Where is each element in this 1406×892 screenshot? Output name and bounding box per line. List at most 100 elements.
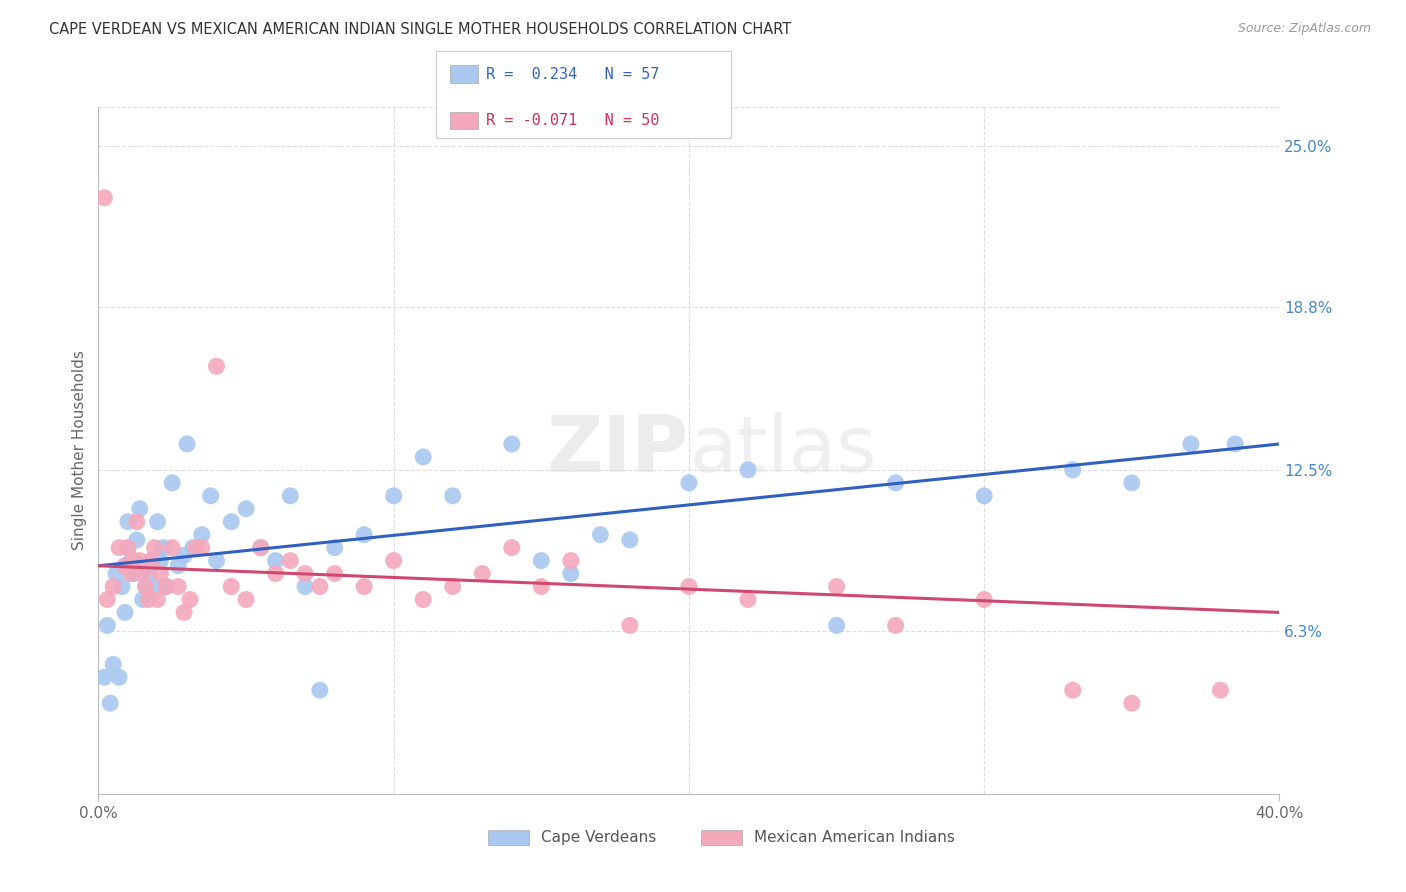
Text: Cape Verdeans: Cape Verdeans — [541, 830, 657, 846]
Point — [143, 580, 166, 594]
Point — [155, 580, 177, 594]
Point — [309, 683, 332, 698]
Point — [264, 566, 287, 581]
Point — [122, 566, 145, 581]
Point — [737, 592, 759, 607]
Point — [589, 527, 612, 541]
Point — [93, 191, 115, 205]
Point — [125, 515, 148, 529]
Text: ZIP: ZIP — [547, 412, 689, 489]
Point — [619, 618, 641, 632]
Point — [108, 541, 131, 555]
Point — [1062, 683, 1084, 698]
Point — [146, 592, 169, 607]
Point — [103, 580, 125, 594]
Point — [1180, 437, 1202, 451]
Point — [167, 580, 190, 594]
Point — [884, 618, 907, 632]
Point — [884, 475, 907, 490]
Point — [149, 553, 172, 567]
Point — [96, 592, 118, 607]
Point — [294, 580, 316, 594]
Point — [973, 592, 995, 607]
Point — [353, 527, 375, 541]
Point — [132, 592, 155, 607]
Point — [235, 592, 257, 607]
Text: atlas: atlas — [689, 412, 876, 489]
Point — [173, 606, 195, 620]
Point — [1062, 463, 1084, 477]
Point — [181, 541, 204, 555]
Point — [155, 580, 177, 594]
Point — [149, 566, 172, 581]
Point — [117, 515, 139, 529]
Point — [825, 618, 848, 632]
Text: R =  0.234   N = 57: R = 0.234 N = 57 — [486, 67, 659, 81]
Point — [619, 533, 641, 547]
Point — [323, 566, 346, 581]
Point — [179, 592, 201, 607]
Point — [530, 580, 553, 594]
Point — [135, 580, 157, 594]
Point — [323, 541, 346, 555]
Point — [309, 580, 332, 594]
Point — [138, 592, 160, 607]
Point — [560, 566, 582, 581]
Point — [678, 475, 700, 490]
Point — [117, 541, 139, 555]
Point — [441, 580, 464, 594]
Point — [1121, 696, 1143, 710]
Point — [141, 553, 163, 567]
Point — [120, 553, 142, 567]
Point — [114, 558, 136, 573]
Point — [105, 566, 128, 581]
Text: R = -0.071   N = 50: R = -0.071 N = 50 — [486, 113, 659, 128]
Text: CAPE VERDEAN VS MEXICAN AMERICAN INDIAN SINGLE MOTHER HOUSEHOLDS CORRELATION CHA: CAPE VERDEAN VS MEXICAN AMERICAN INDIAN … — [49, 22, 792, 37]
Point — [108, 670, 131, 684]
Point — [250, 541, 273, 555]
Point — [737, 463, 759, 477]
Point — [125, 533, 148, 547]
Point — [221, 580, 243, 594]
Point — [111, 580, 134, 594]
Point — [501, 541, 523, 555]
Point — [250, 541, 273, 555]
Point — [98, 696, 121, 710]
Point — [96, 618, 118, 632]
Point — [141, 553, 163, 567]
Point — [176, 437, 198, 451]
Point — [1225, 437, 1247, 451]
Point — [973, 489, 995, 503]
Bar — [488, 830, 530, 846]
Point — [191, 541, 214, 555]
Point — [93, 670, 115, 684]
Point — [167, 558, 190, 573]
Point — [191, 527, 214, 541]
Point — [280, 553, 302, 567]
Point — [560, 553, 582, 567]
Point — [412, 592, 434, 607]
Point — [501, 437, 523, 451]
Point — [132, 566, 155, 581]
Point — [264, 553, 287, 567]
Point — [120, 566, 142, 581]
Point — [221, 515, 243, 529]
Point — [382, 553, 405, 567]
Point — [173, 549, 195, 563]
Point — [280, 489, 302, 503]
Point — [412, 450, 434, 464]
Point — [205, 553, 228, 567]
Point — [382, 489, 405, 503]
Point — [135, 580, 157, 594]
Point — [353, 580, 375, 594]
Point — [103, 657, 125, 672]
Bar — [700, 830, 742, 846]
Point — [1121, 475, 1143, 490]
Point — [678, 580, 700, 594]
Point — [825, 580, 848, 594]
Y-axis label: Single Mother Households: Single Mother Households — [72, 351, 87, 550]
Point — [235, 501, 257, 516]
Point — [143, 541, 166, 555]
Point — [441, 489, 464, 503]
Point — [146, 515, 169, 529]
